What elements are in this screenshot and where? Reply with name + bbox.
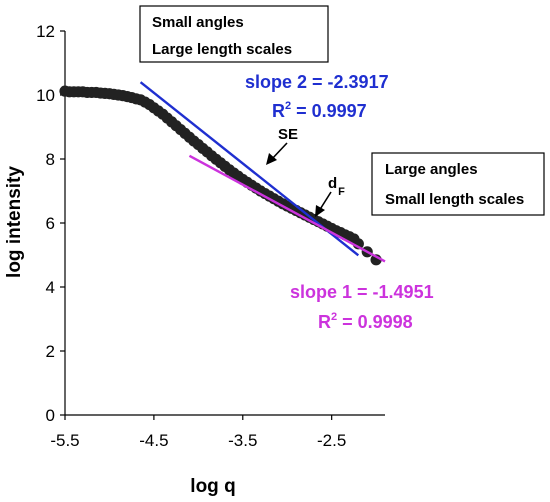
y-tick-label: 4 — [46, 278, 55, 297]
se-arrow-head — [266, 153, 277, 165]
x-tick-label: -3.5 — [228, 431, 257, 450]
x-tick-label: -2.5 — [317, 431, 346, 450]
y-axis-title: log intensity — [4, 166, 25, 278]
note-large-length-scales: Large length scales — [152, 41, 292, 58]
slope2-r2-exponent: 2 — [285, 100, 291, 112]
y-tick-label: 6 — [46, 214, 55, 233]
df-arrow-head — [315, 205, 325, 217]
y-tick-label: 12 — [36, 22, 55, 41]
x-tick-label: -4.5 — [139, 431, 168, 450]
y-tick-label: 0 — [46, 406, 55, 425]
df-label: dF — [328, 175, 345, 198]
slope1-r2-value: = 0.9998 — [337, 312, 413, 332]
note-small-length-scales: Small length scales — [385, 191, 524, 208]
note-large-angles: Large angles — [385, 161, 478, 178]
slope1-r2-prefix: R — [318, 312, 331, 332]
slope1-r2: R2 = 0.9998 — [318, 311, 413, 332]
y-tick-label: 8 — [46, 150, 55, 169]
x-axis-title: log q — [190, 476, 235, 497]
plot-area: 0 2 4 6 8 10 12 -5.5 -4.5 -3.5 -2.5 — [36, 22, 386, 450]
slope2-label: slope 2 = -2.3917 — [245, 72, 389, 92]
slope2-r2-prefix: R — [272, 101, 285, 121]
se-label: SE — [278, 126, 298, 143]
y-tick-label: 10 — [36, 86, 55, 105]
df-label-sub: F — [338, 186, 345, 198]
y-tick-label: 2 — [46, 342, 55, 361]
note-box-small-angles — [139, 5, 329, 63]
slope2-r2: R2 = 0.9997 — [272, 100, 367, 121]
x-tick-label: -5.5 — [50, 431, 79, 450]
slope1-label: slope 1 = -1.4951 — [290, 282, 434, 302]
df-label-main: d — [328, 175, 337, 192]
slope1-r2-exponent: 2 — [331, 311, 337, 323]
note-box-large-angles — [371, 152, 545, 216]
note-small-angles: Small angles — [152, 14, 244, 31]
slope2-r2-value: = 0.9997 — [291, 101, 367, 121]
slope1-fit-line — [188, 154, 386, 263]
